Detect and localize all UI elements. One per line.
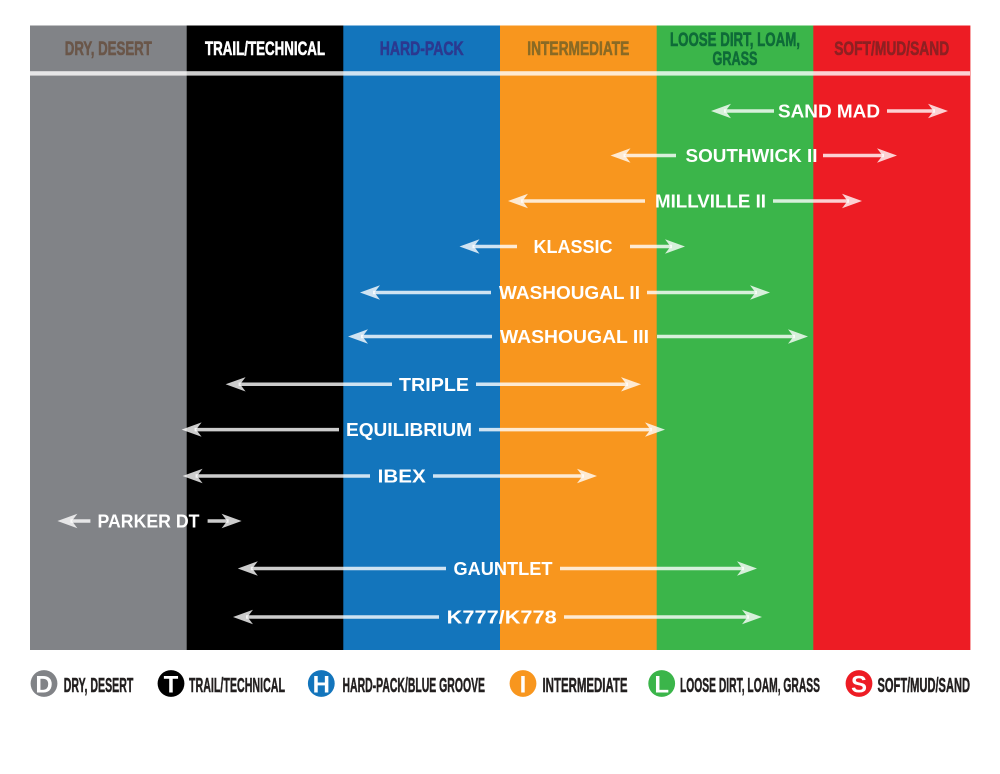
svg-text:MILLVILLE II: MILLVILLE II	[655, 192, 766, 212]
svg-text:WASHOUGAL II: WASHOUGAL II	[499, 283, 640, 303]
svg-text:SOFT/MUD/SAND: SOFT/MUD/SAND	[834, 38, 949, 60]
svg-text:DRY, DESERT: DRY, DESERT	[64, 675, 134, 697]
svg-text:LOOSE DIRT, LOAM, GRASS: LOOSE DIRT, LOAM, GRASS	[680, 675, 820, 697]
svg-text:HARD-PACK: HARD-PACK	[380, 38, 464, 60]
svg-text:HARD-PACK/BLUE GROOVE: HARD-PACK/BLUE GROOVE	[343, 675, 486, 697]
svg-text:EQUILIBRIUM: EQUILIBRIUM	[346, 420, 472, 440]
svg-text:KLASSIC: KLASSIC	[534, 237, 613, 257]
svg-text:SAND MAD: SAND MAD	[778, 102, 880, 122]
svg-text:IBEX: IBEX	[378, 467, 426, 487]
svg-text:S: S	[851, 672, 867, 699]
svg-text:INTERMEDIATE: INTERMEDIATE	[543, 675, 628, 697]
svg-text:TRIPLE: TRIPLE	[399, 375, 469, 395]
svg-text:TRAIL/TECHNICAL: TRAIL/TECHNICAL	[205, 38, 325, 60]
svg-text:SOFT/MUD/SAND: SOFT/MUD/SAND	[878, 675, 971, 697]
svg-text:I: I	[520, 672, 527, 699]
svg-text:GRASS: GRASS	[713, 48, 758, 70]
svg-text:H: H	[313, 672, 330, 699]
svg-text:SOUTHWICK II: SOUTHWICK II	[686, 146, 818, 166]
svg-text:TRAIL/TECHNICAL: TRAIL/TECHNICAL	[189, 675, 285, 697]
svg-text:INTERMEDIATE: INTERMEDIATE	[527, 38, 629, 60]
svg-text:DRY, DESERT: DRY, DESERT	[65, 38, 152, 60]
svg-text:T: T	[164, 672, 179, 699]
svg-text:K777/K778: K777/K778	[447, 608, 557, 628]
svg-text:WASHOUGAL III: WASHOUGAL III	[500, 327, 649, 347]
svg-text:GAUNTLET: GAUNTLET	[454, 559, 553, 579]
svg-text:D: D	[35, 672, 52, 699]
svg-text:PARKER DT: PARKER DT	[98, 512, 200, 532]
svg-text:LOOSE DIRT, LOAM,: LOOSE DIRT, LOAM,	[670, 29, 800, 51]
svg-text:L: L	[654, 672, 669, 699]
